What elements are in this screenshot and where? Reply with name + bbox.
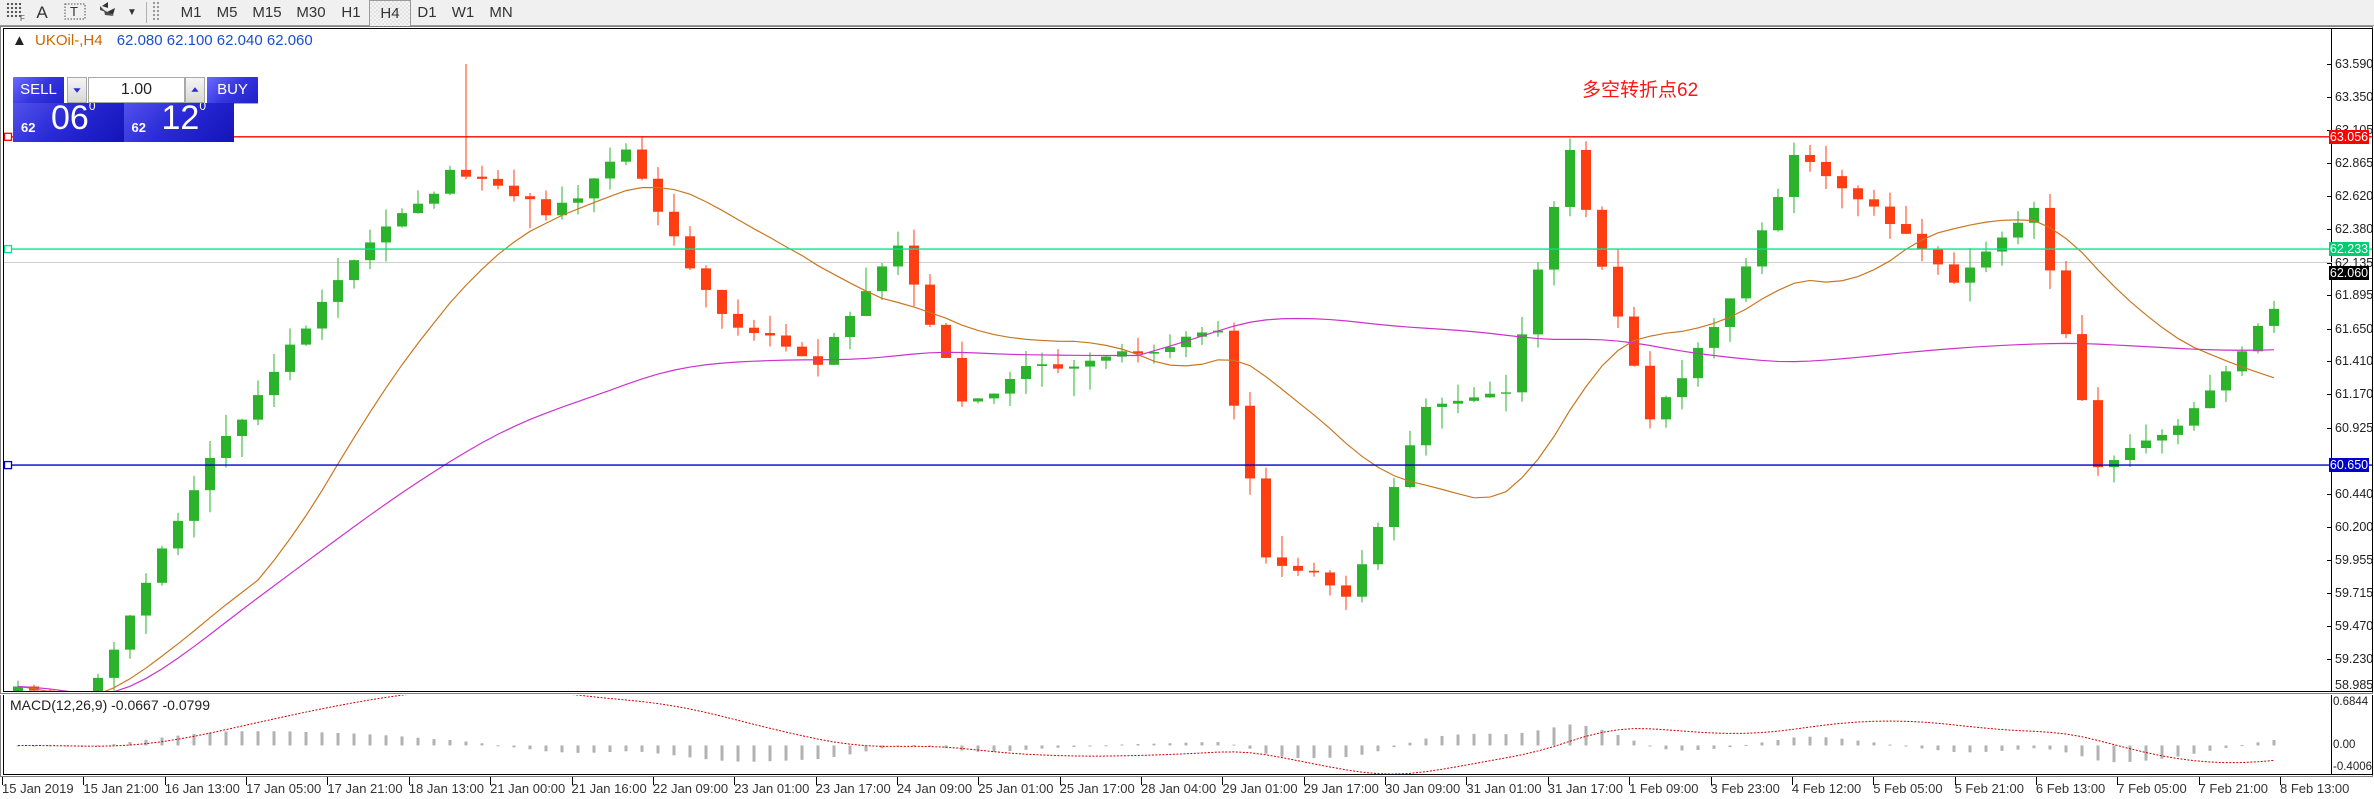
svg-text:F: F: [20, 14, 25, 23]
svg-text:T: T: [70, 4, 78, 19]
